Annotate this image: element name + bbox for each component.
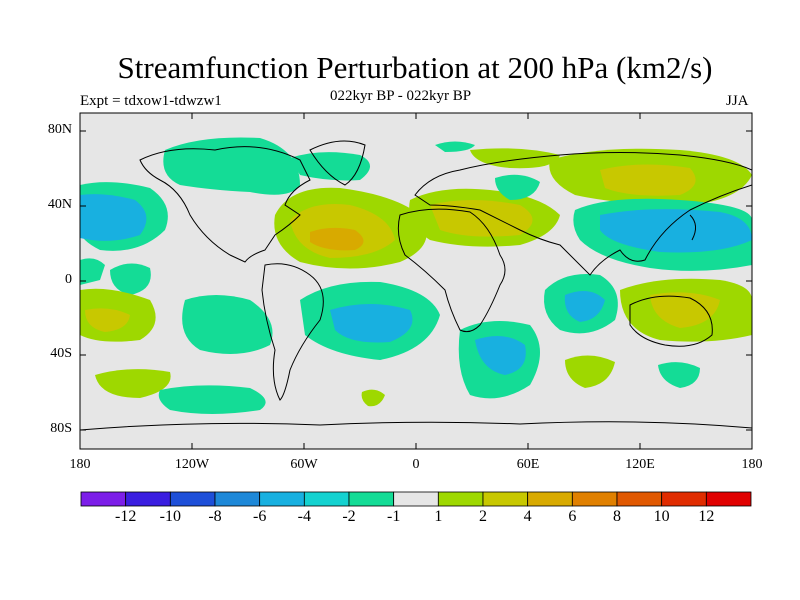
coast-north-america <box>139 146 311 263</box>
anomaly-arctic <box>435 141 475 152</box>
y-tick-label: 40S <box>50 346 72 361</box>
colorbar-swatch <box>437 491 484 507</box>
colorbar-swatch <box>125 491 171 507</box>
x-tick-label: 180 <box>69 457 91 472</box>
colorbar <box>80 491 752 507</box>
axis-ticks <box>80 113 752 449</box>
colorbar-label: -10 <box>159 508 181 525</box>
anomaly-fill-layer <box>80 137 752 414</box>
anomaly-siberia-core <box>600 164 696 196</box>
y-tick-label: 80S <box>50 421 72 436</box>
anomaly-south-pacific-east-core <box>85 308 130 332</box>
anomaly-north-atlantic-arctic <box>290 152 370 181</box>
anomaly-north-atlantic-core <box>310 227 364 251</box>
anomaly-east-tropics <box>80 258 105 285</box>
x-tick-label: 120W <box>174 457 210 472</box>
colorbar-label: 1 <box>434 508 443 525</box>
anomaly-south-indian-east <box>565 355 615 388</box>
y-tick-label: 40N <box>47 197 72 212</box>
coast-japan <box>689 214 696 241</box>
colorbar-swatch <box>482 491 529 507</box>
colorbar-swatch <box>80 491 127 507</box>
anomaly-south-indian-core <box>475 336 526 375</box>
coast-eurasia <box>414 152 752 276</box>
coast-south-america <box>261 263 324 401</box>
coast-antarctica <box>80 421 752 431</box>
x-tick-label: 0 <box>412 457 420 472</box>
anomaly-north-pacific-core <box>80 194 147 241</box>
colorbar-swatch <box>527 491 573 507</box>
colorbar-swatch <box>393 491 439 507</box>
x-tick-label: 180 <box>741 457 763 472</box>
coast-africa <box>397 208 506 333</box>
colorbar-label: -12 <box>114 508 137 525</box>
anomaly-north-sea <box>495 174 540 200</box>
anomaly-southern-ocean-west <box>95 369 171 398</box>
colorbar-swatch <box>616 491 663 507</box>
season-label: JJA <box>726 93 749 109</box>
period-label: 022kyr BP - 022kyr BP <box>330 88 472 104</box>
anomaly-south-atlantic-core <box>330 304 413 343</box>
colorbar-swatch <box>169 491 216 507</box>
anomaly-africa-middle-east-core <box>430 200 533 237</box>
experiment-label: Expt = tdxow1-tdwzw1 <box>80 93 222 109</box>
anomaly-australia-core <box>650 292 720 328</box>
anomaly-indian-ocean-core <box>564 291 605 322</box>
anomaly-south-pacific-mid <box>182 295 273 354</box>
colorbar-label: 8 <box>613 508 621 525</box>
colorbar-label: 12 <box>698 508 715 525</box>
y-tick-label: 80N <box>47 122 72 137</box>
anomaly-south-pacific-west <box>658 362 700 388</box>
colorbar-swatch <box>214 491 261 507</box>
x-tick-label: 60E <box>516 457 540 472</box>
anomaly-west-pacific-core <box>600 209 752 253</box>
coast-australia <box>629 295 713 347</box>
colorbar-label: -1 <box>386 508 401 525</box>
colorbar-label: 10 <box>653 508 670 525</box>
colorbar-label: -8 <box>208 508 222 525</box>
colorbar-label: 6 <box>568 508 577 525</box>
anomaly-canada <box>163 137 300 195</box>
x-tick-label: 60W <box>290 457 318 472</box>
y-tick-label: 0 <box>65 272 72 287</box>
colorbar-label: -6 <box>252 508 267 525</box>
anomaly-southern-ocean <box>158 385 266 414</box>
colorbar-swatch <box>571 491 618 507</box>
x-tick-label: 120E <box>625 457 655 472</box>
colorbar-swatch <box>705 491 752 507</box>
colorbar-swatch <box>348 491 395 507</box>
coast-greenland <box>309 140 366 186</box>
colorbar-swatch <box>303 491 350 507</box>
colorbar-label: -4 <box>297 508 311 525</box>
colorbar-label: 2 <box>479 508 487 525</box>
chart-title: Streamfunction Perturbation at 200 hPa (… <box>117 50 713 85</box>
colorbar-label: 4 <box>523 508 532 525</box>
anomaly-central-pacific <box>110 263 151 295</box>
colorbar-label: -2 <box>342 508 356 525</box>
colorbar-swatch <box>661 491 707 507</box>
anomaly-southern-ocean-small <box>361 389 385 407</box>
colorbar-swatch <box>259 491 305 507</box>
coastlines <box>80 140 752 431</box>
